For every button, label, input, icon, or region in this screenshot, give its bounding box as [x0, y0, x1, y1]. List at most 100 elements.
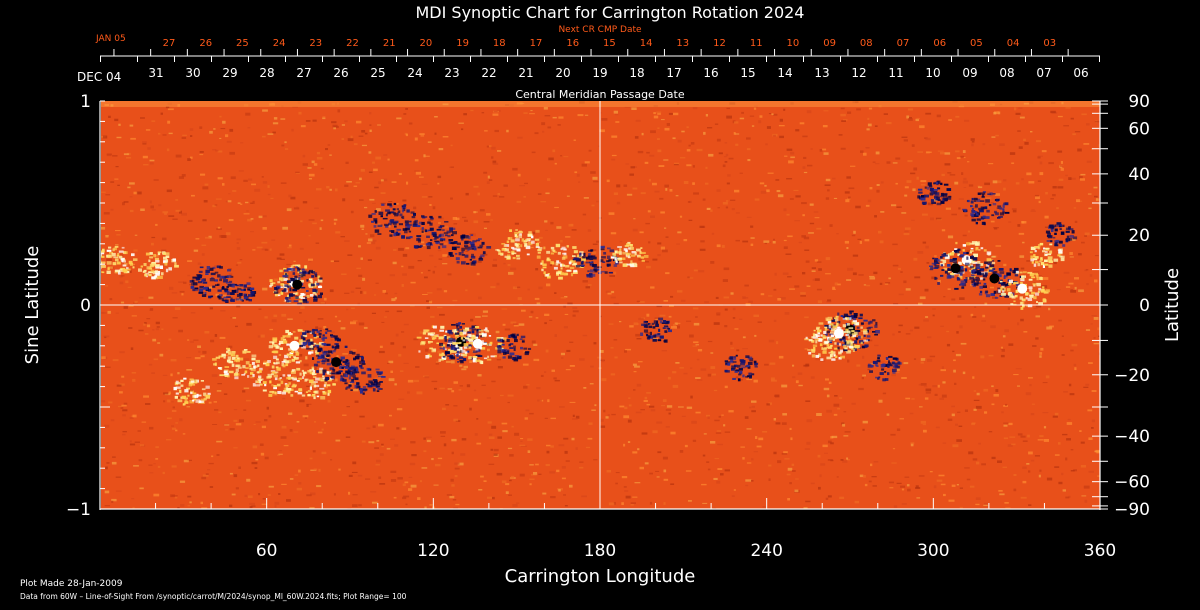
field-noise — [824, 184, 831, 186]
feature-pixel — [845, 328, 849, 332]
field-noise — [529, 113, 535, 115]
field-noise — [401, 427, 407, 430]
field-noise — [766, 403, 770, 406]
feature-pixel — [278, 343, 281, 346]
field-noise — [795, 195, 801, 198]
field-noise — [931, 276, 937, 280]
field-noise — [461, 438, 467, 441]
feature-pixel — [727, 362, 731, 366]
feature-pixel — [464, 254, 469, 258]
feature-pixel — [542, 266, 547, 269]
field-noise — [264, 456, 269, 460]
feature-pixel — [427, 332, 433, 336]
field-noise — [850, 165, 856, 167]
field-noise — [427, 269, 431, 272]
field-noise — [597, 356, 602, 359]
feature-pixel — [519, 233, 522, 236]
field-noise — [175, 209, 181, 212]
field-noise — [1018, 107, 1023, 109]
feature-pixel — [286, 334, 291, 338]
field-noise — [546, 444, 551, 447]
field-noise — [364, 132, 368, 135]
field-noise — [1011, 208, 1017, 210]
feature-pixel — [175, 386, 181, 389]
feature-pixel — [243, 372, 246, 375]
feature-pixel — [214, 271, 219, 274]
field-noise — [435, 363, 439, 365]
field-noise — [239, 419, 244, 423]
feature-pixel — [446, 336, 451, 339]
feature-pixel — [528, 231, 532, 235]
feature-pixel — [892, 368, 897, 373]
field-noise — [662, 456, 668, 460]
feature-pixel — [999, 212, 1005, 216]
feature-pixel — [378, 375, 383, 378]
field-noise — [1035, 196, 1040, 200]
field-noise — [630, 166, 635, 169]
field-noise — [781, 453, 788, 455]
feature-pixel — [476, 239, 480, 242]
field-noise — [744, 416, 749, 419]
feature-pixel — [323, 384, 326, 387]
field-noise — [1039, 172, 1044, 176]
field-noise — [653, 115, 659, 119]
feature-pixel — [326, 377, 329, 381]
field-noise — [657, 138, 660, 140]
field-noise — [476, 418, 479, 420]
feature-pixel — [308, 269, 313, 273]
field-noise — [623, 184, 628, 187]
feature-pixel — [972, 257, 978, 261]
field-noise — [358, 245, 361, 248]
feature-pixel — [322, 391, 327, 395]
field-noise — [330, 260, 334, 263]
feature-pixel — [929, 265, 934, 267]
field-noise — [710, 441, 716, 444]
field-noise — [407, 379, 414, 383]
feature-pixel — [121, 246, 125, 249]
feature-pixel — [608, 271, 613, 274]
feature-pixel — [924, 194, 929, 198]
feature-pixel — [309, 278, 313, 281]
field-noise — [326, 186, 330, 189]
field-noise — [1002, 466, 1008, 468]
field-noise — [424, 276, 428, 279]
field-noise — [716, 138, 721, 142]
field-noise — [773, 451, 777, 455]
field-noise — [599, 129, 605, 133]
feature-pixel — [528, 242, 533, 246]
field-noise — [544, 417, 548, 419]
field-noise — [530, 110, 533, 112]
field-noise — [802, 272, 806, 275]
feature-pixel — [569, 266, 575, 269]
feature-pixel — [469, 241, 474, 244]
field-noise — [368, 238, 373, 242]
field-noise — [537, 241, 541, 244]
field-noise — [922, 213, 928, 216]
field-noise — [1030, 131, 1033, 133]
feature-pixel — [619, 261, 623, 264]
feature-pixel — [155, 264, 160, 268]
field-noise — [692, 182, 695, 185]
feature-pixel — [828, 324, 831, 329]
feature-pixel — [917, 195, 921, 199]
field-noise — [1080, 441, 1085, 444]
field-noise — [657, 127, 660, 129]
field-noise — [579, 466, 584, 469]
field-noise — [713, 389, 718, 392]
feature-pixel — [270, 282, 274, 286]
field-noise — [300, 125, 306, 128]
field-noise — [1065, 174, 1068, 177]
feature-pixel — [356, 385, 361, 389]
feature-pixel — [896, 358, 899, 361]
field-noise — [665, 236, 669, 238]
field-noise — [676, 322, 681, 324]
field-noise — [129, 124, 134, 127]
field-noise — [547, 126, 552, 129]
field-noise — [348, 382, 353, 385]
field-noise — [105, 235, 109, 238]
feature-pixel — [283, 358, 287, 361]
feature-pixel — [972, 278, 978, 281]
feature-pixel — [950, 252, 954, 256]
field-noise — [731, 495, 735, 497]
field-noise — [300, 220, 303, 223]
